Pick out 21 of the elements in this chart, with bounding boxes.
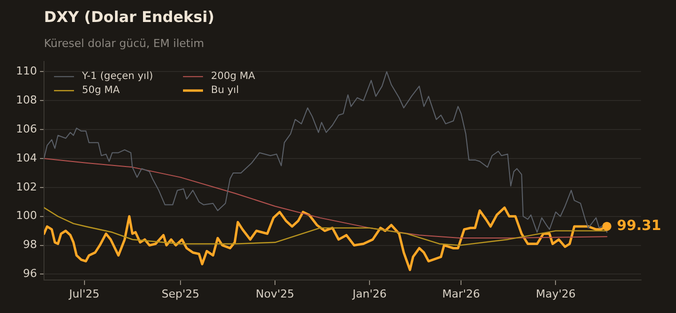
y-tick-label: 96	[23, 267, 37, 280]
legend-label: 200g MA	[211, 71, 256, 82]
y-tick-label: 106	[16, 122, 37, 136]
chart-title: DXY (Dolar Endeksi)	[44, 8, 214, 26]
chart-subtitle: Küresel dolar gücü, EM iletim	[44, 37, 204, 50]
legend-label: 50g MA	[82, 85, 120, 96]
x-tick-label: Jan'26	[352, 287, 387, 300]
y-tick-label: 108	[16, 94, 37, 107]
x-tick-label: May'26	[536, 287, 576, 300]
x-tick-label: Jul'25	[68, 287, 100, 300]
legend-label: Y-1 (geçen yıl)	[81, 71, 154, 82]
annotation: 99.31	[616, 218, 662, 234]
y-tick-label: 98	[23, 238, 37, 252]
y-tick-label: 100	[16, 209, 37, 222]
legend-label: Bu yıl	[211, 85, 239, 96]
x-tick-label: Mar'26	[442, 287, 480, 300]
y-tick-label: 102	[16, 180, 37, 194]
y-tick-label: 110	[16, 64, 37, 78]
y-tick-label: 104	[16, 151, 37, 164]
x-tick-label: Nov'25	[256, 287, 294, 300]
x-tick-label: Sep'25	[162, 287, 200, 300]
